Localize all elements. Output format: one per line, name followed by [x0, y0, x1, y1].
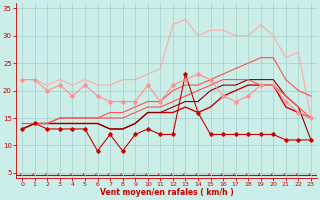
X-axis label: Vent moyen/en rafales ( km/h ): Vent moyen/en rafales ( km/h )	[100, 188, 234, 197]
